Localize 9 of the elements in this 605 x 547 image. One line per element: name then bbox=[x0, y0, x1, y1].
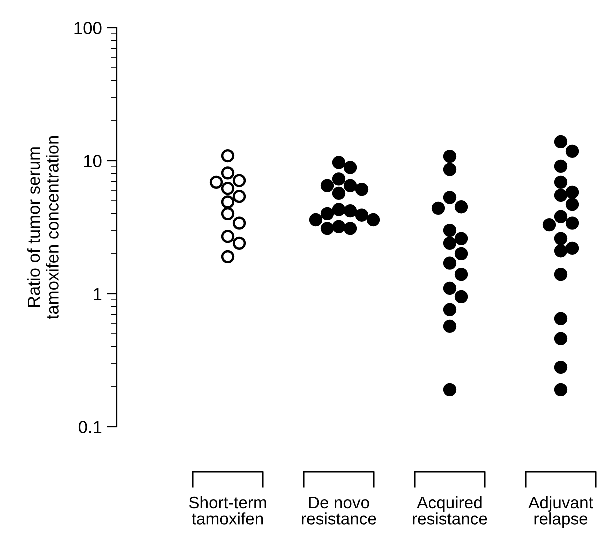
x-tick-label: Acquired resistance bbox=[413, 496, 488, 525]
x-tick-label: Adjuvant relapse bbox=[528, 496, 594, 528]
y-tick-label: 0.1 bbox=[78, 421, 102, 434]
x-tick-label: Short-term tamoxifen bbox=[189, 496, 266, 525]
y-tick-label: 100 bbox=[74, 22, 102, 34]
x-tick-label: De novo resistance bbox=[302, 497, 376, 525]
y-axis-title: Ratio of tumor serum tamoxifen concentration bbox=[27, 136, 59, 320]
y-tick-label: 1 bbox=[94, 288, 102, 300]
y-tick-label: 10 bbox=[84, 155, 102, 168]
